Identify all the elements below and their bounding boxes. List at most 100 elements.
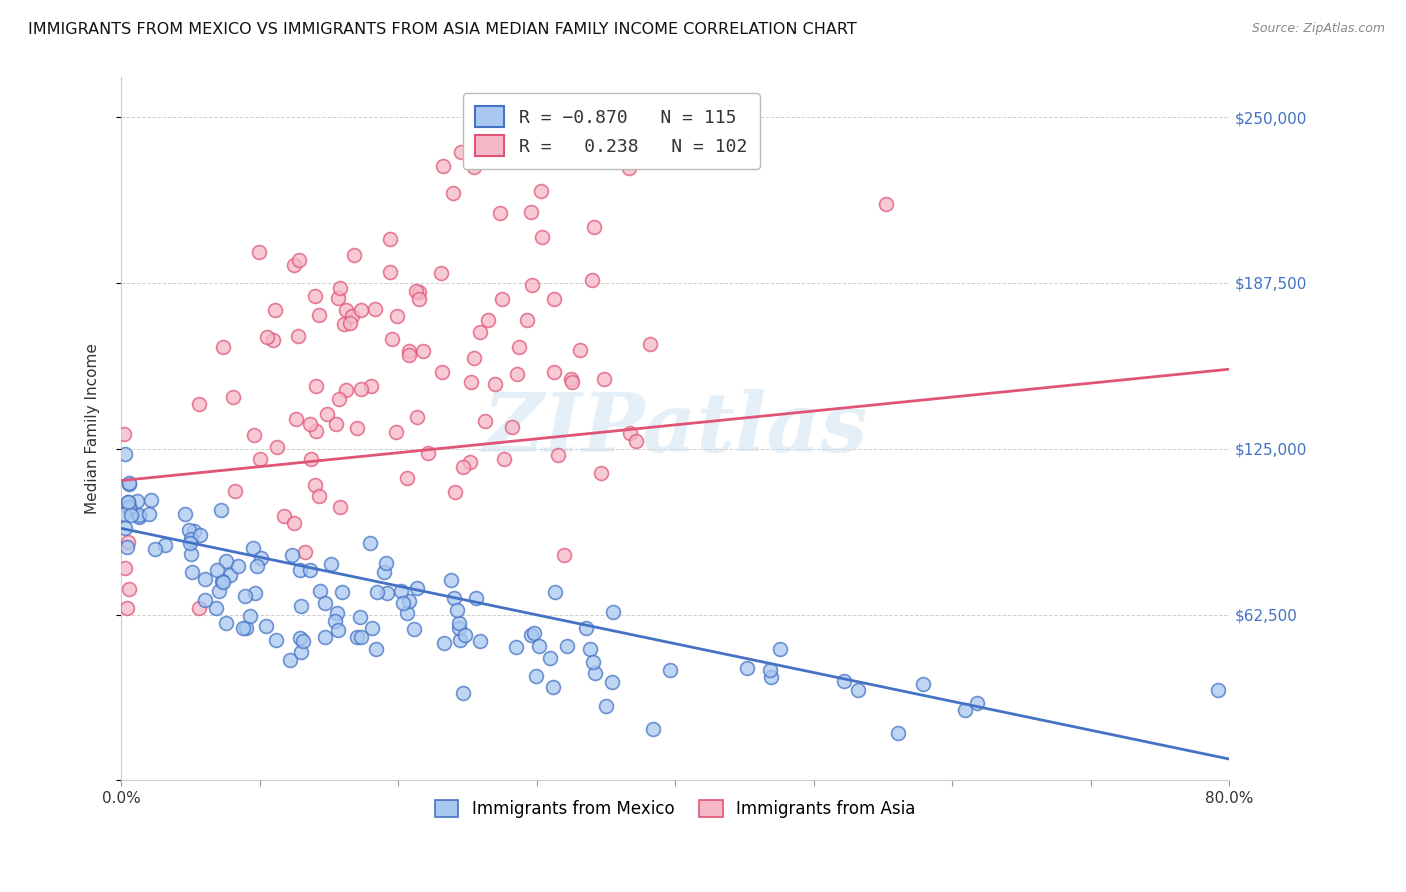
Point <box>544 110 567 124</box>
Point <box>208 583 231 598</box>
Point <box>579 642 602 657</box>
Point <box>304 288 326 302</box>
Point <box>304 478 326 492</box>
Point <box>118 582 141 597</box>
Point <box>226 559 249 574</box>
Point <box>1208 682 1230 697</box>
Point <box>308 489 330 503</box>
Point <box>249 550 271 565</box>
Point <box>328 392 350 407</box>
Point <box>581 273 603 287</box>
Legend: Immigrants from Mexico, Immigrants from Asia: Immigrants from Mexico, Immigrants from … <box>429 793 922 825</box>
Point <box>112 508 135 522</box>
Point <box>398 594 420 608</box>
Point <box>553 548 575 562</box>
Point <box>333 318 356 332</box>
Point <box>463 160 485 174</box>
Point <box>211 574 233 588</box>
Point <box>112 426 135 441</box>
Point <box>832 673 855 688</box>
Point <box>256 330 278 344</box>
Point <box>115 540 138 554</box>
Point <box>305 379 328 393</box>
Point <box>769 641 792 656</box>
Point <box>624 434 647 448</box>
Point <box>363 302 385 317</box>
Point <box>385 425 408 440</box>
Point <box>583 665 606 680</box>
Y-axis label: Median Family Income: Median Family Income <box>86 343 100 515</box>
Point <box>520 628 543 642</box>
Point <box>205 601 228 615</box>
Point <box>278 653 301 667</box>
Point <box>395 606 418 620</box>
Point <box>474 414 496 428</box>
Point <box>350 302 373 317</box>
Point <box>543 681 565 695</box>
Point <box>508 340 530 354</box>
Point <box>468 325 491 339</box>
Point <box>243 428 266 442</box>
Point <box>314 630 336 644</box>
Point <box>114 521 136 535</box>
Point <box>325 417 347 432</box>
Point <box>288 631 311 645</box>
Point <box>290 563 312 577</box>
Point <box>128 509 150 524</box>
Text: Source: ZipAtlas.com: Source: ZipAtlas.com <box>1251 22 1385 36</box>
Point <box>875 197 897 211</box>
Point <box>305 424 328 438</box>
Point <box>188 528 211 542</box>
Point <box>326 607 349 621</box>
Point <box>308 308 330 322</box>
Point <box>298 417 321 432</box>
Point <box>118 476 141 491</box>
Point <box>619 426 641 441</box>
Point <box>329 500 352 514</box>
Point <box>283 258 305 272</box>
Point <box>343 248 366 262</box>
Point <box>658 664 681 678</box>
Point <box>249 452 271 467</box>
Point <box>405 410 427 425</box>
Point <box>243 586 266 600</box>
Point <box>115 601 138 615</box>
Point <box>309 583 332 598</box>
Point <box>273 509 295 524</box>
Point <box>264 632 287 647</box>
Point <box>298 563 321 577</box>
Point <box>378 232 401 246</box>
Point <box>602 605 624 619</box>
Point <box>346 630 368 644</box>
Point <box>912 677 935 691</box>
Point <box>527 639 550 653</box>
Point <box>846 682 869 697</box>
Point <box>114 447 136 461</box>
Point <box>287 253 309 268</box>
Point <box>955 703 977 717</box>
Point <box>209 502 232 516</box>
Point <box>188 601 211 615</box>
Point <box>294 545 316 559</box>
Point <box>447 621 470 635</box>
Point <box>215 554 238 568</box>
Point <box>174 508 197 522</box>
Point <box>470 634 492 648</box>
Point <box>360 536 382 550</box>
Point <box>602 674 624 689</box>
Point <box>233 589 256 603</box>
Point <box>155 538 177 552</box>
Point <box>640 337 662 351</box>
Point <box>373 565 395 579</box>
Point <box>560 371 582 385</box>
Point <box>501 419 523 434</box>
Point <box>128 508 150 523</box>
Text: ZIPatlas: ZIPatlas <box>482 389 868 469</box>
Point <box>547 448 569 462</box>
Point <box>328 291 350 305</box>
Point <box>266 440 288 454</box>
Point <box>125 494 148 508</box>
Point <box>595 699 617 714</box>
Point <box>398 348 420 362</box>
Point <box>180 547 202 561</box>
